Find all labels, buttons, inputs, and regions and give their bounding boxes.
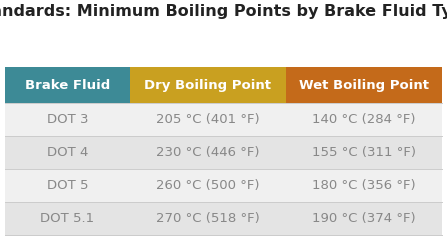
Text: DOT 5.1: DOT 5.1: [41, 212, 95, 225]
Bar: [130, 136, 286, 169]
Text: DOT 4: DOT 4: [47, 146, 88, 159]
Text: Wet Boiling Point: Wet Boiling Point: [299, 79, 429, 92]
Bar: [286, 67, 442, 103]
Text: DOT 3: DOT 3: [47, 113, 89, 126]
Bar: [286, 136, 442, 169]
Bar: [286, 169, 442, 202]
Bar: [130, 103, 286, 136]
Bar: [130, 202, 286, 235]
Bar: [5, 67, 130, 103]
Text: 205 °C (401 °F): 205 °C (401 °F): [156, 113, 260, 126]
Text: 230 °C (446 °F): 230 °C (446 °F): [156, 146, 260, 159]
Bar: [5, 202, 130, 235]
Text: Brake Fluid: Brake Fluid: [25, 79, 110, 92]
Bar: [5, 136, 130, 169]
Text: 270 °C (518 °F): 270 °C (518 °F): [156, 212, 260, 225]
Text: 140 °C (284 °F): 140 °C (284 °F): [312, 113, 416, 126]
Text: 155 °C (311 °F): 155 °C (311 °F): [312, 146, 416, 159]
Bar: [5, 169, 130, 202]
Bar: [286, 202, 442, 235]
Text: 180 °C (356 °F): 180 °C (356 °F): [312, 179, 416, 192]
Bar: [130, 169, 286, 202]
Bar: [5, 103, 130, 136]
Bar: [286, 103, 442, 136]
Text: Standards: Minimum Boiling Points by Brake Fluid Type: Standards: Minimum Boiling Points by Bra…: [0, 4, 447, 19]
Bar: [130, 67, 286, 103]
Text: 190 °C (374 °F): 190 °C (374 °F): [312, 212, 416, 225]
Text: 260 °C (500 °F): 260 °C (500 °F): [156, 179, 260, 192]
Text: DOT 5: DOT 5: [47, 179, 89, 192]
Text: Dry Boiling Point: Dry Boiling Point: [144, 79, 271, 92]
